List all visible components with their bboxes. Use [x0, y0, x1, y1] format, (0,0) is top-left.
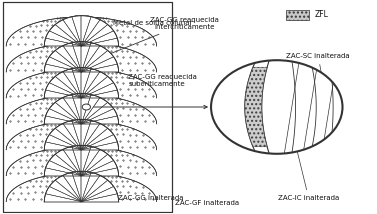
Text: ZFL: ZFL	[314, 10, 328, 19]
Text: ZAC-SC inalterada: ZAC-SC inalterada	[287, 53, 350, 79]
Polygon shape	[6, 94, 157, 124]
Polygon shape	[6, 42, 157, 72]
Polygon shape	[44, 171, 118, 202]
Polygon shape	[44, 171, 118, 202]
Polygon shape	[6, 16, 157, 46]
Bar	[3, 2, 172, 212]
Text: Metal de solda colunar: Metal de solda colunar	[71, 20, 193, 34]
Text: ZAC-GG reaquecida
subcriticamente: ZAC-GG reaquecida subcriticamente	[129, 74, 197, 87]
Polygon shape	[44, 119, 118, 150]
Polygon shape	[6, 145, 157, 176]
Polygon shape	[44, 94, 118, 124]
Polygon shape	[44, 42, 118, 72]
Polygon shape	[44, 16, 118, 46]
Polygon shape	[6, 68, 157, 98]
Bar	[3, 2, 172, 212]
Polygon shape	[44, 68, 118, 98]
Polygon shape	[44, 42, 118, 72]
Polygon shape	[6, 171, 157, 202]
Text: ZAC-GG inalterada: ZAC-GG inalterada	[118, 195, 184, 201]
Polygon shape	[6, 94, 157, 124]
Text: ZAC-GF inalterada: ZAC-GF inalterada	[175, 200, 239, 206]
Text: ZAC-IC inalterada: ZAC-IC inalterada	[278, 147, 339, 201]
Polygon shape	[6, 119, 157, 150]
Polygon shape	[6, 171, 157, 202]
Polygon shape	[245, 67, 267, 147]
Polygon shape	[44, 68, 118, 98]
Polygon shape	[44, 145, 118, 176]
Text: ZAC-GG reaquecida
intercriticamente: ZAC-GG reaquecida intercriticamente	[86, 18, 219, 63]
Polygon shape	[44, 119, 118, 150]
Ellipse shape	[211, 60, 342, 154]
Bar	[286, 10, 310, 21]
Polygon shape	[44, 16, 118, 46]
Polygon shape	[44, 145, 118, 176]
Polygon shape	[6, 119, 157, 150]
Polygon shape	[6, 68, 157, 98]
Polygon shape	[6, 42, 157, 72]
Polygon shape	[6, 16, 157, 46]
Polygon shape	[44, 94, 118, 124]
Ellipse shape	[82, 104, 90, 110]
Polygon shape	[6, 145, 157, 176]
